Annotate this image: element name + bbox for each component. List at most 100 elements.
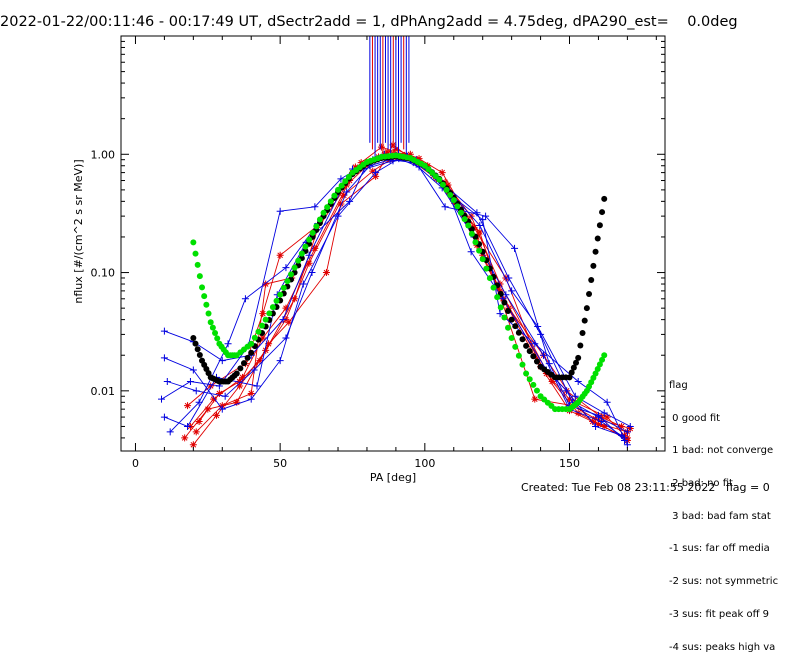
data-point [508, 287, 516, 295]
data-point [262, 280, 270, 288]
fit-point [443, 186, 450, 193]
data-point [600, 422, 608, 430]
data-point [236, 382, 244, 390]
fit-point [581, 317, 588, 324]
axes-layer: 0 50 100 150 0.01 0.10 1.00 [91, 36, 665, 470]
legend-item: 3 bad: bad fam stat [669, 510, 771, 522]
data-point [181, 434, 189, 442]
fit-point [512, 343, 519, 350]
fit-point [454, 203, 461, 210]
fit-point [342, 178, 349, 185]
fit-point [465, 222, 472, 229]
fit-point [570, 364, 577, 371]
series-line [167, 159, 625, 439]
data-point [247, 389, 255, 397]
data-point [282, 304, 290, 312]
data-point [166, 428, 174, 436]
fit-point [280, 284, 287, 291]
data-point [479, 216, 487, 224]
legend-item: 2 bad: no fit [669, 477, 733, 489]
fit-point [594, 365, 601, 372]
chart-plot: 0 50 100 150 0.01 0.10 1.00 PA [deg] nflux [#/… [72, 35, 666, 484]
peak-spikes [369, 36, 410, 157]
series-blue-7 [163, 156, 628, 442]
data-point [337, 200, 345, 208]
data-point [531, 395, 539, 403]
fit-point [596, 361, 603, 368]
fit-point [327, 198, 334, 205]
fit-point [519, 336, 526, 343]
fit-point [196, 273, 203, 280]
data-point [626, 422, 634, 430]
fit-point [291, 264, 298, 271]
data-point [311, 244, 319, 252]
data-point [392, 145, 400, 153]
fit-point [262, 316, 269, 323]
fit-point [192, 250, 199, 257]
data-point [233, 398, 241, 406]
fit-point [251, 334, 258, 341]
fit-point [273, 297, 280, 304]
x-tick-label: 0 [132, 457, 139, 470]
data-point [253, 382, 261, 390]
data-point [215, 389, 223, 397]
fit-point [601, 195, 608, 202]
data-point [467, 248, 475, 256]
fit-point [577, 342, 584, 349]
fit-point [579, 330, 586, 337]
data-point [204, 405, 212, 413]
fit-point [573, 359, 580, 366]
fit-point [599, 209, 606, 216]
fit-point [194, 346, 201, 353]
fit-point [523, 370, 530, 377]
data-point [415, 155, 423, 163]
fit-point [266, 310, 273, 317]
fit-point [515, 352, 522, 359]
legend-item: 0 good fit [669, 412, 721, 424]
fit-point [313, 223, 320, 230]
fit-point [237, 365, 244, 372]
fit-point [594, 235, 601, 242]
fit-point [450, 197, 457, 204]
data-point [276, 357, 284, 365]
legend-title: flag [669, 379, 688, 391]
created-footer: Created: Tue Feb 08 23:11:55 2022 flag =… [521, 481, 770, 494]
fit-point [530, 381, 537, 388]
data-point [221, 392, 229, 400]
x-tick-label: 50 [273, 457, 287, 470]
fit-point [201, 293, 208, 300]
data-point [250, 366, 258, 374]
data-point [239, 373, 247, 381]
data-point [160, 327, 168, 335]
fit-point [306, 236, 313, 243]
fit-point [192, 340, 199, 347]
fit-point [240, 360, 247, 367]
data-point [372, 172, 380, 180]
data-point [207, 382, 215, 390]
data-point [623, 428, 631, 436]
fit-point [479, 256, 486, 263]
legend-item: -1 sus: far off media [669, 543, 770, 555]
data-point [545, 360, 553, 368]
flag-legend: flag 0 good fit 1 bad: not converge 2 ba… [669, 359, 778, 664]
data-point [406, 150, 414, 158]
fit-point [599, 356, 606, 363]
data-point [311, 203, 319, 211]
fit-point [586, 291, 593, 298]
fit-point [190, 239, 197, 246]
fit-point [436, 176, 443, 183]
fit-point [568, 369, 575, 376]
fit-point [512, 323, 519, 330]
data-point [186, 377, 194, 385]
data-point [192, 387, 200, 395]
plot-frame [120, 35, 666, 452]
data-point [184, 422, 192, 430]
series-line [169, 154, 628, 445]
fit-point [214, 335, 221, 342]
fit-point [526, 348, 533, 355]
fit-point [494, 294, 501, 301]
data-point [600, 409, 608, 417]
series-red-5 [181, 141, 631, 445]
data-point [539, 351, 547, 359]
fit-point [592, 370, 599, 377]
